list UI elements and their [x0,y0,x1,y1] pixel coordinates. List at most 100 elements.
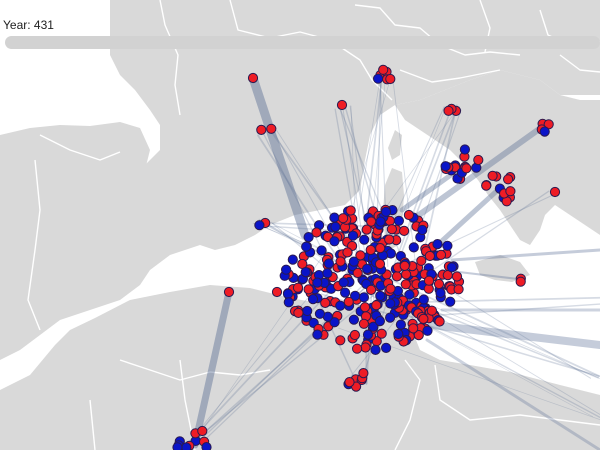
settlement-node-red[interactable] [418,313,429,324]
settlement-node-blue[interactable] [348,314,359,325]
settlement-node-blue[interactable] [287,254,298,265]
settlement-node-red[interactable] [424,250,435,262]
settlement-node-blue[interactable] [440,161,451,172]
settlement-node-blue[interactable] [338,277,349,288]
settlement-node-red[interactable] [271,286,283,298]
settlement-node-red[interactable] [433,278,445,290]
settlement-node-red[interactable] [403,209,414,221]
settlement-node-blue[interactable] [322,268,333,279]
settlement-node-red[interactable] [338,213,349,224]
year-slider[interactable] [5,36,600,49]
settlement-node-red[interactable] [336,99,348,111]
settlement-node-red[interactable] [292,282,304,293]
settlement-node-red[interactable] [391,271,403,282]
settlement-node-red[interactable] [408,323,419,334]
settlement-node-red[interactable] [359,302,371,313]
settlement-node-red[interactable] [400,279,411,290]
settlement-node-blue[interactable] [393,215,404,226]
settlement-node-blue[interactable] [422,325,433,336]
settlement-node-red[interactable] [481,180,492,191]
settlement-node-blue[interactable] [368,321,379,332]
settlement-node-red[interactable] [423,275,435,286]
settlement-node-red[interactable] [399,225,410,236]
settlement-node-red[interactable] [399,260,410,271]
settlement-node-red[interactable] [378,64,389,75]
settlement-node-red[interactable] [385,283,396,294]
settlement-node-red[interactable] [375,243,386,254]
settlement-node-red[interactable] [487,170,498,181]
settlement-node-blue[interactable] [172,442,183,450]
settlement-node-blue[interactable] [323,258,334,269]
settlement-node-red[interactable] [266,123,277,134]
settlement-node-red[interactable] [343,296,354,307]
settlement-node-blue[interactable] [385,298,396,309]
settlement-node-blue[interactable] [380,206,392,217]
settlement-node-blue[interactable] [445,296,456,307]
settlement-node-blue[interactable] [314,308,325,319]
settlement-node-red[interactable] [384,234,395,245]
settlement-node-blue[interactable] [393,328,404,340]
settlement-node-blue[interactable] [374,316,385,327]
settlement-node-red[interactable] [335,256,346,267]
settlement-node-red[interactable] [349,329,360,341]
settlement-node-blue[interactable] [312,277,323,288]
settlement-node-blue[interactable] [446,262,457,273]
settlement-node-blue[interactable] [385,312,396,323]
settlement-node-blue[interactable] [373,73,384,84]
settlement-node-blue[interactable] [201,442,212,450]
settlement-node-red[interactable] [360,342,371,353]
settlement-node-red[interactable] [366,284,377,295]
settlement-node-blue[interactable] [362,263,373,274]
settlement-node-blue[interactable] [302,305,313,317]
settlement-node-blue[interactable] [418,294,429,305]
settlement-node-red[interactable] [247,72,259,84]
settlement-node-red[interactable] [352,267,363,279]
settlement-node-blue[interactable] [395,319,406,330]
settlement-node-blue[interactable] [301,241,312,252]
settlement-node-red[interactable] [385,73,396,85]
settlement-node-red[interactable] [342,247,353,258]
settlement-node-red[interactable] [303,284,314,295]
settlement-node-red[interactable] [503,174,514,185]
settlement-node-red[interactable] [386,224,397,235]
settlement-node-red[interactable] [374,258,386,270]
settlement-node-blue[interactable] [435,287,446,299]
settlement-node-red[interactable] [335,335,346,346]
settlement-node-blue[interactable] [283,297,294,308]
settlement-node-red[interactable] [345,205,356,216]
settlement-node-blue[interactable] [300,267,311,278]
settlement-node-blue[interactable] [370,344,381,355]
settlement-node-red[interactable] [401,269,412,280]
settlement-node-red[interactable] [197,425,208,437]
settlement-node-red[interactable] [311,227,322,238]
settlement-node-blue[interactable] [282,288,294,299]
settlement-node-red[interactable] [434,316,445,327]
settlement-node-red[interactable] [443,105,454,116]
settlement-node-red[interactable] [453,284,464,295]
settlement-node-blue[interactable] [417,224,428,236]
settlement-node-blue[interactable] [330,221,341,232]
settlement-node-blue[interactable] [340,287,351,298]
settlement-node-red[interactable] [451,271,463,282]
settlement-node-blue[interactable] [459,144,470,155]
settlement-node-blue[interactable] [281,264,292,275]
settlement-node-red[interactable] [293,307,304,318]
settlement-node-red[interactable] [473,154,484,166]
settlement-node-blue[interactable] [358,292,369,303]
settlement-node-red[interactable] [413,330,424,341]
settlement-node-blue[interactable] [375,216,386,227]
settlement-node-red[interactable] [358,368,369,379]
settlement-node-blue[interactable] [181,442,192,450]
settlement-node-red[interactable] [320,297,331,308]
settlement-node-red[interactable] [376,328,387,339]
settlement-node-blue[interactable] [381,342,392,353]
settlement-node-blue[interactable] [359,234,370,245]
settlement-node-blue[interactable] [539,126,550,137]
settlement-node-red[interactable] [416,255,427,266]
settlement-node-blue[interactable] [335,300,346,311]
settlement-node-red[interactable] [549,186,561,198]
settlement-node-red[interactable] [256,124,267,135]
settlement-node-blue[interactable] [408,242,419,253]
settlement-node-red[interactable] [371,300,382,311]
